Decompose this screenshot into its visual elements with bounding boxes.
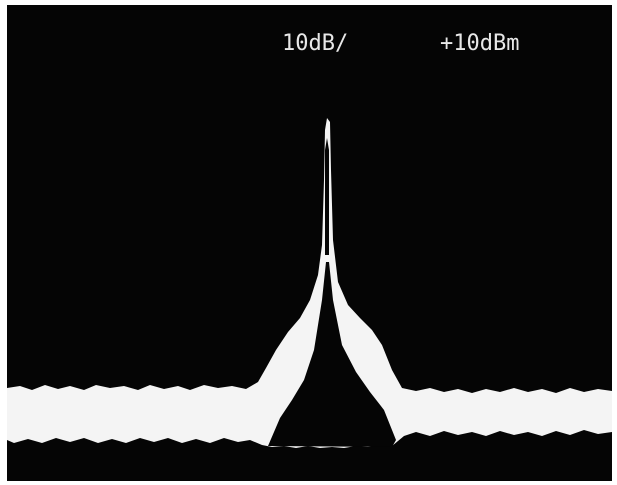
reference-label: +10dBm (440, 31, 519, 56)
page: 10dB/ +10dBm (() => { const data = JSON.… (0, 0, 617, 485)
scale-label: 10dB/ (282, 31, 348, 56)
analyzer-screen: 10dB/ +10dBm (0, 0, 617, 485)
peak-core (325, 138, 329, 255)
